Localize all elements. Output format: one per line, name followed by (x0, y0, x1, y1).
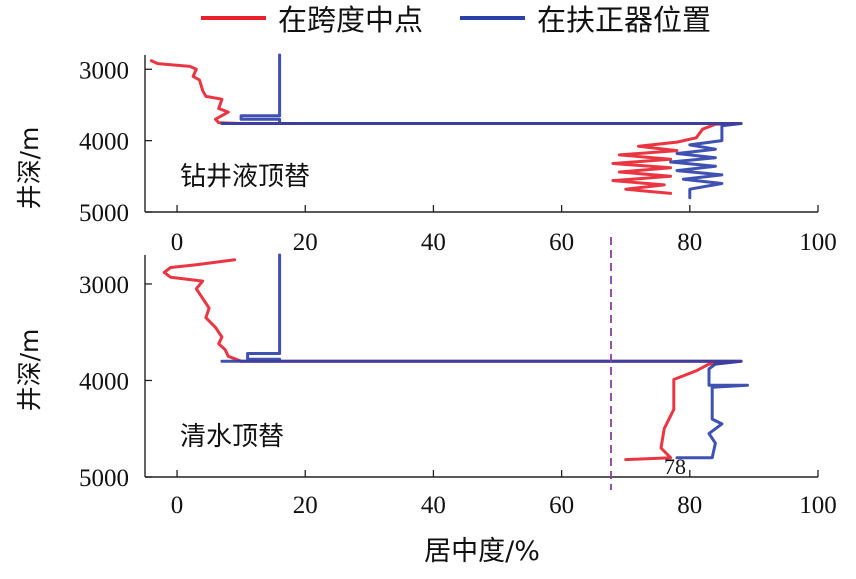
y-tick-label: 3000 (79, 57, 129, 84)
legend-blue-label: 在扶正器位置 (537, 3, 711, 37)
y-tick-label: 5000 (79, 200, 129, 227)
top-y-axis-label: 井深/m (15, 127, 44, 210)
x-tick-label: 20 (293, 229, 318, 256)
x-tick-label: 100 (799, 229, 837, 256)
y-tick-label: 5000 (79, 465, 129, 492)
x-tick-label: 80 (677, 492, 702, 519)
x-tick-label: 40 (421, 492, 446, 519)
midspan-series-line (162, 258, 743, 462)
x-tick-label: 40 (421, 229, 446, 256)
bottom-panel: 0 20 40 60 80 100 3000 4000 5000 清水顶替 78 (79, 253, 837, 519)
x-tick-label: 20 (293, 492, 318, 519)
panel-label: 清水顶替 (180, 422, 284, 452)
x-tick-label: 100 (799, 492, 837, 519)
x-tick-label: 60 (549, 229, 574, 256)
y-tick-label: 4000 (79, 368, 129, 395)
x-axis-label: 居中度/% (424, 536, 540, 567)
legend-red-label: 在跨度中点 (278, 3, 423, 37)
x-tick-label: 80 (677, 229, 702, 256)
annotation-label: 78 (664, 454, 686, 479)
x-tick-label: 60 (549, 492, 574, 519)
y-tick-label: 4000 (79, 129, 129, 156)
x-tick-label: 0 (171, 229, 184, 256)
y-tick-label: 3000 (79, 272, 129, 299)
centralizer-series-line (220, 253, 749, 460)
panel-label: 钻井液顶替 (180, 162, 310, 192)
bottom-y-axis-label: 井深/m (15, 329, 44, 412)
x-tick-label: 0 (171, 492, 184, 519)
centralizer-series-line (220, 53, 743, 200)
top-panel: 0 20 40 60 80 100 3000 4000 5000 钻井液顶替 (79, 53, 837, 256)
legend: 在跨度中点 在扶正器位置 (201, 3, 711, 37)
